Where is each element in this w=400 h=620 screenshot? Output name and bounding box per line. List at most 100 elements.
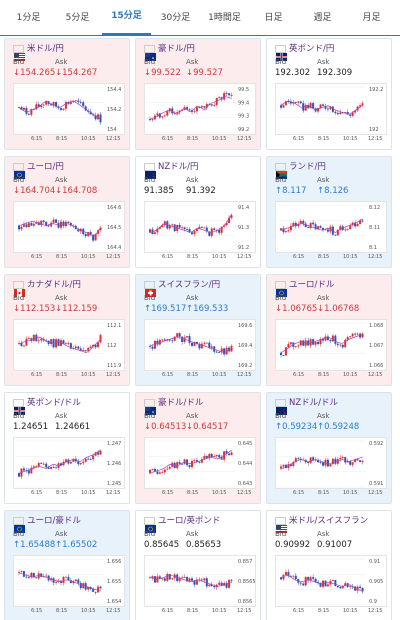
candle (200, 343, 203, 349)
pair-name[interactable]: 米ドル/円 (27, 44, 64, 54)
x-axis-labels: 6:15 8:15 10:15 12:15 (144, 372, 251, 382)
candle (89, 346, 92, 348)
candle (351, 333, 354, 337)
rate-card[interactable]: 豪ドル/円 Bid Ask ↓99.522 ↓99.527 99.5 99.4 99.3 99.… (135, 38, 261, 150)
candle (341, 344, 344, 348)
candle (324, 580, 327, 587)
x-tick-label: 10:15 (81, 490, 96, 496)
rate-card[interactable]: 米ドル/円 Bid Ask ↓154.265 ↓154.267 154.4 154.2 154… (4, 38, 130, 150)
candlestick-chart[interactable]: 164.6 164.5 164.4 (13, 201, 125, 253)
rate-card[interactable]: 米ドル/スイスフラン Bid Ask 0.90992 0.91007 0.91 0.905 0… (266, 510, 392, 620)
tab-0[interactable]: 1分足 (16, 13, 41, 23)
ask-label: Ask (55, 412, 68, 420)
candle (223, 348, 226, 355)
pair-name[interactable]: NZドル/ドル (289, 398, 339, 408)
candlestick-chart[interactable]: 192.2 192 (275, 83, 387, 135)
rate-card[interactable]: ユーロ/英ポンド Bid Ask 0.85645 0.85653 0.857 0.8565 0… (135, 510, 261, 620)
au-flag-icon (144, 399, 156, 415)
candlestick-chart[interactable]: 0.91 0.905 0.9 (275, 555, 387, 607)
pair-name[interactable]: 英ポンド/円 (289, 44, 335, 54)
candlestick-chart[interactable]: 154.4 154.2 154 (13, 83, 125, 135)
candlestick-chart[interactable]: 0.857 0.8565 0.856 (144, 555, 256, 607)
candle (178, 462, 181, 464)
candlestick-chart[interactable]: 169.6 169.4 169.2 (144, 319, 256, 371)
pair-name[interactable]: 豪ドル/ドル (158, 398, 204, 408)
candle (317, 107, 320, 112)
chart-svg: 112.1 112 111.9 (16, 322, 121, 370)
candle (163, 221, 166, 226)
pair-name[interactable]: スイスフラン/円 (158, 280, 221, 290)
pair-name[interactable]: 英ポンド/ドル (27, 398, 81, 408)
tab-5[interactable]: 日足 (264, 13, 283, 23)
rate-card[interactable]: ユーロ/ドル Bid Ask ↓1.06765 ↓1.06768 1.068 1.067 1.… (266, 274, 392, 386)
x-tick-label: 10:15 (212, 372, 227, 378)
candle (361, 588, 364, 592)
tab-4[interactable]: 1時間足 (208, 13, 241, 23)
candle (346, 112, 349, 115)
pair-name[interactable]: NZドル/円 (158, 162, 199, 172)
x-axis-labels: 6:15 8:15 10:15 12:15 (144, 136, 251, 146)
candle (72, 225, 75, 227)
candle (292, 462, 295, 466)
pair-name[interactable]: 米ドル/スイスフラン (289, 516, 369, 526)
candle (82, 102, 85, 107)
ask-value: ↓154.267 (55, 68, 98, 78)
pair-name[interactable]: ユーロ/円 (27, 162, 64, 172)
rate-card[interactable]: NZドル/円 Bid Ask 91.385 91.392 91.4 91.3 91.2 6:15… (135, 156, 261, 268)
tab-6[interactable]: 週足 (313, 13, 332, 23)
candle (339, 587, 342, 589)
candlestick-chart[interactable]: 0.645 0.644 0.643 (144, 437, 256, 489)
pair-name[interactable]: ユーロ/英ポンド (158, 516, 221, 526)
candlestick-chart[interactable]: 1.656 1.655 1.654 (13, 555, 125, 607)
candle (188, 229, 191, 233)
candle (183, 337, 186, 342)
candlestick-chart[interactable]: 1.068 1.067 1.066 (275, 319, 387, 371)
pair-name[interactable]: カナダドル/円 (27, 280, 81, 290)
rate-card[interactable]: ユーロ/円 Bid Ask ↓164.704 ↓164.708 164.6 164.5 164… (4, 156, 130, 268)
tab-1[interactable]: 5分足 (65, 13, 90, 23)
candlestick-chart[interactable]: 91.4 91.3 91.2 (144, 201, 256, 253)
candle (356, 333, 359, 335)
tab-7[interactable]: 月足 (362, 13, 381, 23)
candle (289, 575, 292, 577)
pair-name[interactable]: 豪ドル/円 (158, 44, 195, 54)
pair-name[interactable]: ユーロ/豪ドル (27, 516, 81, 526)
rate-card[interactable]: 英ポンド/円 Bid Ask 192.302 192.309 192.2 192 6:15 8:… (266, 38, 392, 150)
tab-3[interactable]: 30分足 (160, 13, 191, 23)
rate-card[interactable]: ユーロ/豪ドル Bid Ask ↑1.65488 ↑1.65502 1.656 1.655 1… (4, 510, 130, 620)
candlestick-chart[interactable]: 0.592 0.591 (275, 437, 387, 489)
candle (69, 102, 72, 104)
rate-card[interactable]: スイスフラン/円 Bid Ask ↑169.517 ↑169.533 169.6 169.4… (135, 274, 261, 386)
y-tick-label: 1.066 (369, 363, 383, 369)
candle (181, 227, 184, 229)
candle (89, 111, 92, 115)
rate-card[interactable]: NZドル/ドル Bid Ask ↑0.59234 ↑0.59248 0.592 0.591 6… (266, 392, 392, 504)
candlestick-chart[interactable]: 8.12 8.11 8.1 (275, 201, 387, 253)
rate-card[interactable]: 豪ドル/ドル Bid Ask ↓0.64513 ↓0.64517 0.645 0.644 0.… (135, 392, 261, 504)
x-tick-label: 12:15 (106, 254, 121, 260)
x-tick-label: 12:15 (368, 254, 383, 260)
candle (82, 461, 85, 464)
candle (346, 337, 349, 340)
candle (42, 463, 45, 465)
pair-name[interactable]: ランド/円 (289, 162, 326, 172)
candle (18, 225, 20, 230)
candle (92, 455, 95, 460)
candle (161, 116, 164, 118)
x-axis-labels: 6:15 8:15 10:15 12:15 (275, 490, 382, 500)
candle (171, 108, 174, 114)
candle (205, 342, 208, 344)
candle (225, 222, 228, 226)
candle (304, 104, 307, 111)
candle (168, 339, 171, 341)
tab-2[interactable]: 15分足 (102, 0, 151, 36)
candle (297, 101, 300, 103)
candlestick-chart[interactable]: 99.5 99.4 99.3 99.2 (144, 83, 256, 135)
candlestick-chart[interactable]: 1.247 1.246 1.245 (13, 437, 125, 489)
rate-card[interactable]: 英ポンド/ドル Bid Ask 1.24651 1.24661 1.247 1.246 1.2… (4, 392, 130, 504)
rate-card[interactable]: カナダドル/円 Bid Ask ↓112.153 ↓112.159 112.1 112 111… (4, 274, 130, 386)
candlestick-chart[interactable]: 112.1 112 111.9 (13, 319, 125, 371)
pair-name[interactable]: ユーロ/ドル (289, 280, 335, 290)
rate-card[interactable]: ランド/円 Bid Ask ↑8.117 ↑8.126 8.12 8.11 8.1 6:15 8:… (266, 156, 392, 268)
bid-value: ↑169.517 (144, 304, 187, 314)
